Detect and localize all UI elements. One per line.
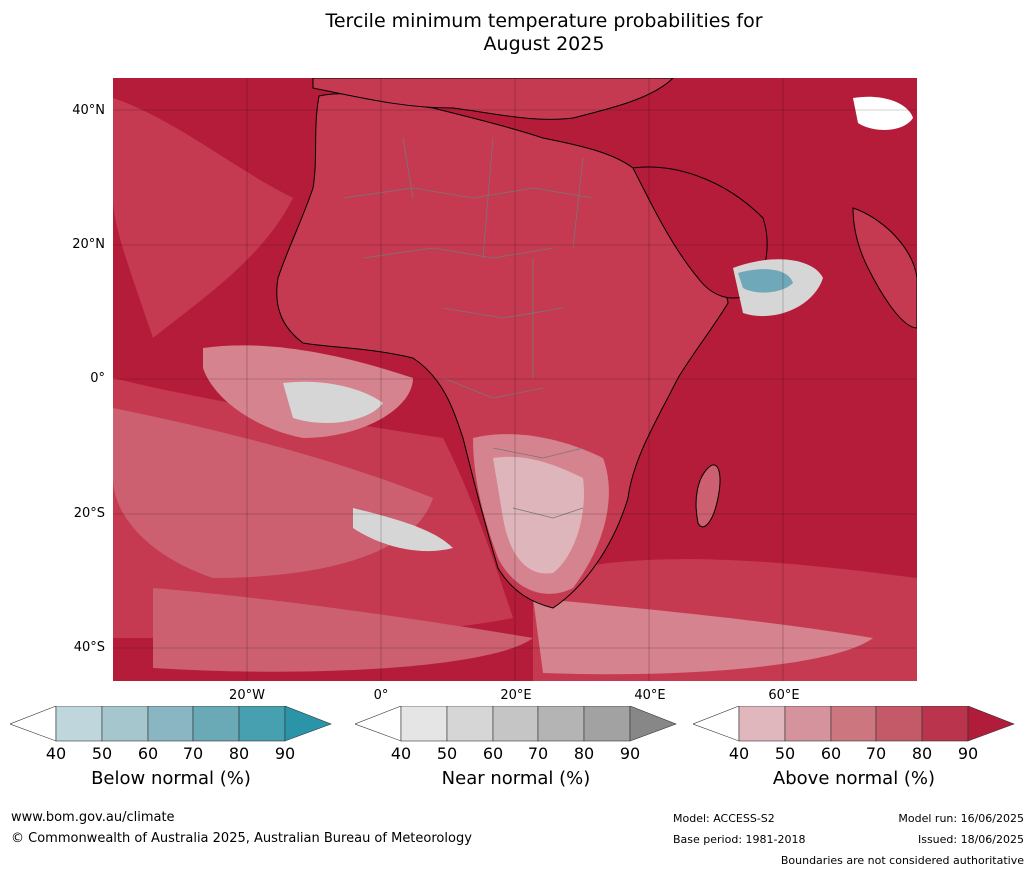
ocean-band-mid	[113, 408, 433, 578]
above-swatch-3	[830, 706, 877, 742]
africa-land	[276, 93, 729, 609]
below-tick-60: 60	[137, 744, 159, 763]
near-swatch-2	[446, 706, 494, 742]
probability-map	[113, 78, 917, 681]
near-swatch-4	[537, 706, 585, 742]
near-tick-50: 50	[436, 744, 458, 763]
lat-label-40s: 40°S	[73, 640, 105, 655]
lat-label-20s: 20°S	[73, 506, 105, 521]
near-swatch-6	[629, 706, 677, 742]
ocean-band-north-atlantic	[113, 98, 293, 338]
footer-model-run: Model run: 16/06/2025	[898, 812, 1024, 825]
lon-label-20e: 20°E	[500, 688, 532, 703]
above-swatch-4	[875, 706, 923, 742]
lon-label-40e: 40°E	[634, 688, 666, 703]
near-swatch-5	[583, 706, 631, 742]
near-tick-70: 70	[527, 744, 549, 763]
below-swatch-1	[55, 706, 103, 742]
lat-label-40n: 40°N	[72, 103, 105, 118]
footer-model: Model: ACCESS-S2	[673, 812, 775, 825]
lon-label-60e: 60°E	[768, 688, 800, 703]
above-swatch-2	[784, 706, 832, 742]
near-swatch-1	[400, 706, 448, 742]
near-normal-gulf-guinea	[283, 381, 383, 423]
near-normal-south-atlantic	[353, 508, 453, 552]
near-tick-60: 60	[482, 744, 504, 763]
below-swatch-3	[147, 706, 194, 742]
below-tick-80: 80	[228, 744, 250, 763]
lat-label-20n: 20°N	[72, 237, 105, 252]
near-swatch-0	[355, 706, 402, 742]
above-swatch-5	[921, 706, 969, 742]
above-tick-80: 80	[911, 744, 933, 763]
colorbar-below-normal	[10, 706, 332, 742]
lat-label-0: 0°	[90, 371, 105, 386]
below-tick-50: 50	[91, 744, 113, 763]
map-svg	[113, 78, 917, 681]
above-tick-40: 40	[728, 744, 750, 763]
title-line-1: Tercile minimum temperature probabilitie…	[325, 10, 763, 32]
near-swatch-3	[492, 706, 539, 742]
footer-issued: Issued: 18/06/2025	[917, 833, 1024, 846]
asia-light-patch	[853, 96, 913, 130]
above-swatch-1	[738, 706, 786, 742]
colorbar-above-normal	[693, 706, 1015, 742]
title-line-2: August 2025	[483, 33, 605, 55]
below-tick-40: 40	[45, 744, 67, 763]
southern-africa-light-core	[493, 456, 584, 574]
europe-land	[312, 78, 674, 120]
below-tick-90: 90	[274, 744, 296, 763]
arabian-sea-below-normal	[738, 269, 793, 293]
below-swatch-6	[284, 706, 332, 742]
footer-base-period: Base period: 1981-2018	[673, 833, 806, 846]
colorbar-label-near: Near normal (%)	[441, 768, 591, 789]
ocean-band-south-east	[533, 598, 873, 675]
colorbar-label-below: Below normal (%)	[91, 768, 251, 789]
near-tick-80: 80	[573, 744, 595, 763]
footer-copyright: © Commonwealth of Australia 2025, Austra…	[11, 831, 472, 846]
madagascar	[695, 464, 721, 528]
below-tick-70: 70	[182, 744, 204, 763]
lon-label-20w: 20°W	[229, 688, 265, 703]
above-swatch-6	[967, 706, 1015, 742]
below-swatch-0	[10, 706, 57, 742]
below-swatch-5	[238, 706, 286, 742]
india-land	[852, 207, 917, 329]
above-tick-50: 50	[774, 744, 796, 763]
colorbar-near-normal	[355, 706, 677, 742]
above-swatch-0	[693, 706, 740, 742]
ocean-band-southern	[153, 588, 533, 672]
footer-disclaimer: Boundaries are not considered authoritat…	[780, 854, 1024, 867]
near-tick-90: 90	[619, 744, 641, 763]
country-borders	[342, 137, 594, 519]
lon-label-0: 0°	[373, 688, 389, 703]
footer-url: www.bom.gov.au/climate	[11, 810, 175, 825]
above-tick-90: 90	[957, 744, 979, 763]
above-tick-70: 70	[865, 744, 887, 763]
below-swatch-4	[192, 706, 240, 742]
map-title: Tercile minimum temperature probabilitie…	[0, 10, 1035, 56]
near-tick-40: 40	[390, 744, 412, 763]
colorbar-label-above: Above normal (%)	[772, 768, 936, 789]
above-tick-60: 60	[820, 744, 842, 763]
below-swatch-2	[101, 706, 149, 742]
